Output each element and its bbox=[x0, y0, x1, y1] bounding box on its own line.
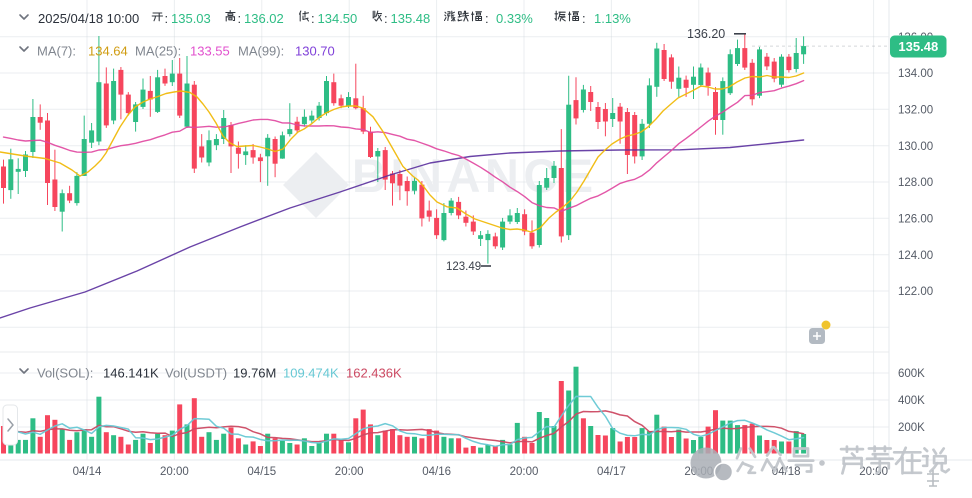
svg-text:600K: 600K bbox=[898, 368, 925, 380]
svg-text:19.76M: 19.76M bbox=[233, 366, 276, 381]
svg-text:136.02: 136.02 bbox=[244, 11, 284, 26]
svg-text:20:00: 20:00 bbox=[859, 466, 888, 478]
svg-text:130.00: 130.00 bbox=[898, 141, 933, 153]
svg-text:130.70: 130.70 bbox=[295, 44, 335, 59]
svg-text:20:00: 20:00 bbox=[510, 466, 539, 478]
svg-text:135.03: 135.03 bbox=[171, 11, 211, 26]
svg-text:04/16: 04/16 bbox=[422, 466, 451, 478]
svg-text:124.00: 124.00 bbox=[898, 250, 933, 262]
svg-text:Vol(SOL):: Vol(SOL): bbox=[37, 366, 93, 381]
svg-text:162.436K: 162.436K bbox=[346, 366, 402, 381]
svg-text:146.141K: 146.141K bbox=[103, 366, 159, 381]
svg-text:200K: 200K bbox=[898, 422, 925, 434]
svg-text:1.13%: 1.13% bbox=[594, 11, 631, 26]
svg-text::: : bbox=[384, 11, 388, 26]
svg-text:20:00: 20:00 bbox=[335, 466, 364, 478]
svg-text::: : bbox=[485, 11, 489, 26]
svg-text::: : bbox=[311, 11, 315, 26]
svg-text:04/17: 04/17 bbox=[597, 466, 626, 478]
svg-text:MA(25):: MA(25): bbox=[135, 44, 181, 59]
svg-text:123.49: 123.49 bbox=[446, 261, 481, 273]
svg-text:134.00: 134.00 bbox=[898, 68, 933, 80]
svg-text:128.00: 128.00 bbox=[898, 177, 933, 189]
svg-text:MA(7):: MA(7): bbox=[37, 44, 76, 59]
svg-text:134.50: 134.50 bbox=[318, 11, 358, 26]
svg-text:132.00: 132.00 bbox=[898, 105, 933, 117]
svg-text:Vol(USDT): Vol(USDT) bbox=[165, 366, 227, 381]
svg-text:134.64: 134.64 bbox=[88, 44, 128, 59]
svg-text:20:00: 20:00 bbox=[160, 466, 189, 478]
svg-text:04/14: 04/14 bbox=[73, 466, 102, 478]
svg-text:126.00: 126.00 bbox=[898, 214, 933, 226]
svg-text:0.33%: 0.33% bbox=[496, 11, 533, 26]
svg-text::: : bbox=[238, 11, 242, 26]
svg-text:04/15: 04/15 bbox=[247, 466, 276, 478]
svg-text:2025/04/18 10:00: 2025/04/18 10:00 bbox=[38, 11, 139, 26]
svg-text:136.20: 136.20 bbox=[687, 27, 725, 41]
svg-text:122.00: 122.00 bbox=[898, 286, 933, 298]
svg-text:109.474K: 109.474K bbox=[283, 366, 339, 381]
svg-text::: : bbox=[165, 11, 169, 26]
svg-text::: : bbox=[582, 11, 586, 26]
svg-text:135.48: 135.48 bbox=[898, 39, 938, 54]
svg-text:135.48: 135.48 bbox=[391, 11, 431, 26]
svg-text:MA(99):: MA(99): bbox=[238, 44, 284, 59]
svg-text:400K: 400K bbox=[898, 395, 925, 407]
svg-text:133.55: 133.55 bbox=[190, 44, 230, 59]
